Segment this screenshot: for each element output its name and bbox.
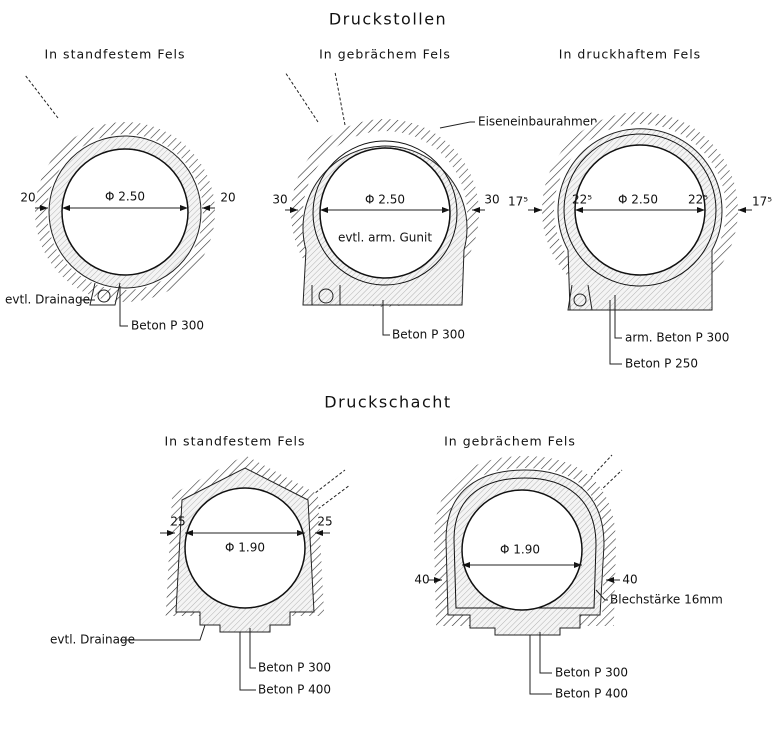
shape-circle — [461, 489, 583, 611]
dimension: 30 — [272, 193, 287, 207]
shape-polyline — [382, 300, 390, 336]
panel-title: In druckhaftem Fels — [559, 47, 701, 62]
shape-circle — [97, 289, 111, 303]
shape-path — [567, 284, 593, 311]
shape-polyline — [439, 121, 475, 129]
dimension: 22⁵ — [688, 193, 708, 207]
label: Beton P 300 — [555, 666, 628, 680]
shape-line — [24, 74, 59, 119]
section-title: Druckstollen — [329, 10, 447, 29]
shape-path — [165, 455, 325, 616]
shape-polyline — [249, 628, 256, 669]
diameter: Φ 2.50 — [105, 190, 145, 204]
shape-polyline — [539, 632, 552, 674]
shape-path — [311, 285, 341, 306]
diameter: Φ 2.50 — [365, 193, 405, 207]
shape-polyline — [120, 624, 206, 641]
panel-title: In standfestem Fels — [44, 47, 185, 62]
label: evtl. Drainage — [5, 293, 90, 307]
label: evtl. Drainage — [50, 633, 135, 647]
shape-circle — [61, 148, 189, 276]
shape-line — [284, 71, 319, 123]
dimension: 25 — [317, 515, 332, 529]
label: Beton P 300 — [392, 328, 465, 342]
label: Beton P 250 — [625, 357, 698, 371]
shape-circle — [35, 122, 215, 302]
tunnel-2 — [284, 71, 485, 336]
shape-polyline — [529, 635, 552, 695]
panel-title: In gebrächem Fels — [319, 47, 451, 62]
diameter: Φ 1.90 — [500, 543, 540, 557]
dimension: 22⁵ — [572, 193, 592, 207]
shape-circle — [318, 288, 334, 304]
shape-line — [334, 71, 346, 126]
shape-circle — [184, 487, 306, 609]
label: Blechstärke 16mm — [610, 593, 723, 607]
dimension: 40 — [622, 573, 637, 587]
shape-path — [433, 455, 617, 626]
dimension: 17⁵ — [752, 195, 772, 209]
shape-circle — [573, 293, 587, 307]
dimension: 20 — [220, 191, 235, 205]
dimension: 25 — [170, 515, 185, 529]
shape-polyline — [614, 295, 622, 339]
diameter: Φ 2.50 — [618, 193, 658, 207]
shape-polyline — [609, 300, 622, 365]
panel-title: In standfestem Fels — [164, 434, 305, 449]
label: arm. Beton P 300 — [625, 331, 729, 345]
diameter: Φ 1.90 — [225, 541, 265, 555]
label: Beton P 300 — [258, 661, 331, 675]
dimension: 20 — [20, 191, 35, 205]
shape-circle — [319, 147, 451, 279]
section-title: Druckschacht — [324, 393, 451, 412]
panel-title: In gebrächem Fels — [444, 434, 576, 449]
tunnel-3 — [528, 112, 752, 365]
label: Beton P 400 — [258, 683, 331, 697]
shaft-1 — [120, 455, 351, 691]
dimension: 30 — [484, 193, 499, 207]
shaft-2 — [428, 454, 623, 695]
shape-circle — [312, 140, 458, 286]
label: Beton P 300 — [131, 319, 204, 333]
shape-polyline — [239, 632, 256, 691]
dimension: 40 — [414, 573, 429, 587]
label: Eiseneinbaurahmen — [478, 115, 598, 129]
shape-path — [453, 477, 597, 609]
label: Beton P 400 — [555, 687, 628, 701]
tunnel-1 — [24, 74, 215, 327]
shape-polyline — [119, 286, 128, 327]
label: evtl. arm. Gunit — [338, 231, 432, 245]
shape-path — [89, 282, 121, 306]
shape-polyline — [595, 589, 608, 601]
dimension: 17⁵ — [508, 195, 528, 209]
